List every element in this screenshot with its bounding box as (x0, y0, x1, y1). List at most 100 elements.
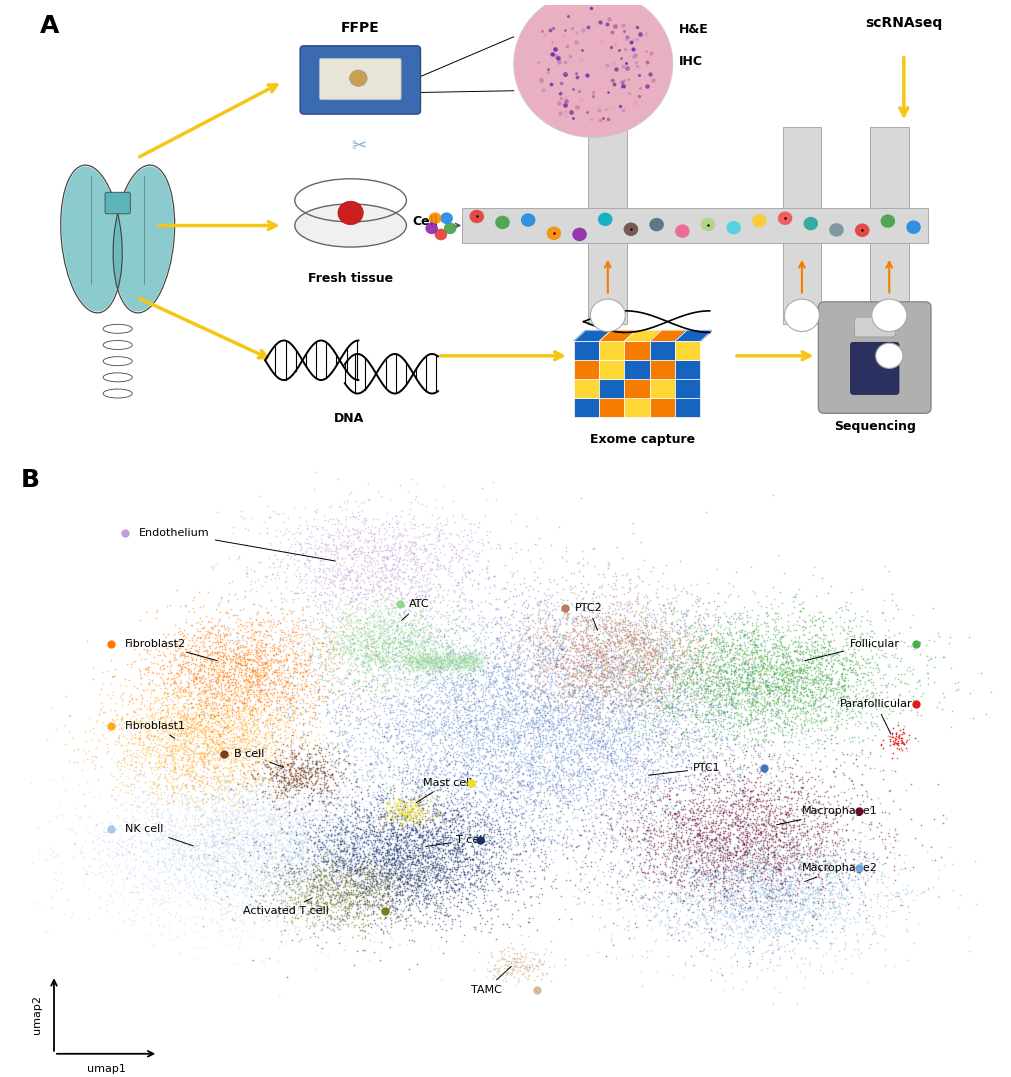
Point (655, 719, 671, 737)
Point (429, 628, 445, 645)
Point (735, 767, 751, 784)
Point (694, 813, 710, 830)
Point (638, 665, 654, 682)
Point (433, 856, 449, 873)
Point (294, 774, 310, 792)
Point (421, 895, 437, 912)
Point (259, 737, 275, 754)
Point (327, 889, 343, 906)
Point (707, 864, 723, 881)
Point (695, 877, 711, 894)
Point (252, 668, 268, 685)
Point (407, 667, 424, 684)
Point (659, 924, 675, 941)
Point (190, 643, 206, 660)
Point (567, 577, 583, 595)
Point (167, 828, 183, 845)
Point (569, 744, 585, 761)
Point (468, 718, 484, 736)
Point (661, 595, 677, 612)
Point (464, 576, 480, 593)
Point (384, 844, 400, 862)
Point (389, 653, 405, 670)
Point (393, 906, 409, 923)
Point (336, 839, 352, 856)
Point (175, 633, 191, 651)
Point (658, 621, 674, 639)
Point (749, 688, 765, 705)
Point (260, 881, 276, 898)
Point (145, 814, 161, 831)
Point (327, 628, 343, 645)
Point (410, 887, 427, 905)
Point (196, 651, 212, 668)
Point (204, 723, 220, 740)
Point (169, 775, 185, 793)
Point (231, 640, 247, 657)
Point (770, 904, 787, 921)
Point (553, 648, 569, 666)
Point (350, 611, 366, 628)
Point (630, 660, 646, 677)
Point (309, 783, 326, 800)
Point (240, 819, 256, 836)
Point (232, 676, 248, 694)
Point (304, 900, 320, 918)
Point (556, 825, 572, 842)
Point (595, 919, 612, 936)
Point (608, 614, 624, 631)
Point (472, 813, 488, 830)
Point (403, 623, 420, 640)
Point (312, 733, 329, 751)
Point (276, 769, 292, 786)
Point (408, 866, 425, 883)
Point (372, 864, 388, 881)
Point (658, 800, 674, 817)
Point (285, 708, 301, 725)
Point (193, 853, 209, 870)
Point (280, 854, 296, 871)
Point (167, 763, 183, 780)
Point (504, 735, 521, 752)
Point (350, 510, 366, 528)
Point (227, 744, 244, 761)
Point (346, 827, 362, 844)
Point (386, 856, 402, 873)
Point (488, 797, 504, 814)
Point (285, 904, 301, 921)
Point (695, 714, 711, 731)
Point (844, 696, 860, 713)
Point (489, 900, 506, 918)
Point (724, 859, 740, 877)
Point (591, 749, 608, 766)
Point (215, 863, 232, 880)
Point (603, 929, 619, 947)
Point (409, 629, 426, 646)
Point (293, 756, 309, 773)
Point (692, 629, 708, 646)
Point (608, 640, 624, 657)
Point (586, 639, 603, 656)
Point (323, 648, 339, 666)
Point (203, 740, 219, 757)
Point (129, 680, 146, 697)
Point (212, 740, 228, 757)
Point (716, 721, 732, 738)
Point (758, 695, 774, 712)
Point (159, 639, 175, 656)
Point (404, 803, 421, 821)
Point (461, 641, 477, 658)
Point (417, 724, 433, 741)
Point (244, 861, 260, 878)
Point (404, 619, 421, 637)
Point (575, 659, 591, 676)
Point (736, 901, 752, 919)
Point (682, 632, 699, 649)
Point (723, 957, 739, 975)
Point (469, 693, 485, 710)
Point (336, 750, 352, 767)
Point (208, 775, 224, 793)
Point (438, 844, 454, 862)
Point (900, 877, 916, 894)
Point (529, 765, 545, 782)
